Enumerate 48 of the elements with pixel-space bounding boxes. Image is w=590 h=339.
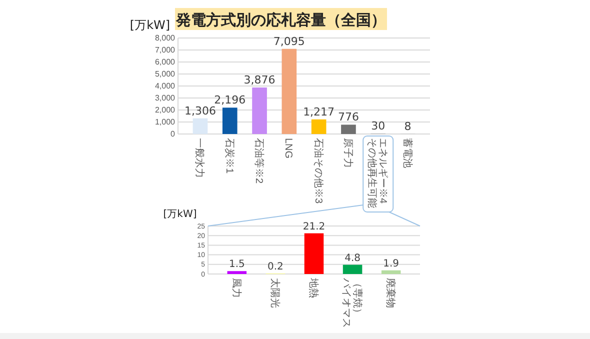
bar (341, 124, 356, 134)
data-label: 30 (371, 120, 386, 133)
bar (227, 271, 247, 274)
data-label: 776 (338, 110, 359, 124)
data-label: 3,876 (244, 73, 276, 86)
x-tick-label: 地熱 (308, 277, 320, 298)
y-tick-label: 2,000 (154, 106, 176, 115)
bar (304, 233, 324, 274)
data-label: 1.9 (383, 258, 400, 270)
y-axis-title: [万kW] (130, 18, 170, 32)
data-label: 1.5 (228, 259, 245, 270)
y-tick-label: 4,000 (154, 82, 176, 91)
data-label: 0.2 (268, 262, 284, 273)
data-label: 21.2 (302, 221, 326, 232)
x-tick-label: 一般水力 (194, 138, 206, 178)
x-tick-label: 石油その他※3 (312, 138, 324, 204)
bar (282, 48, 297, 134)
y-tick-label: 0 (170, 130, 176, 139)
y-tick-label: 7,000 (154, 46, 176, 55)
data-label: 1,217 (303, 105, 335, 118)
x-tick-label: 廃棄物 (384, 278, 397, 308)
y-tick-label: 8,000 (154, 34, 176, 43)
data-label: 7,095 (273, 34, 305, 48)
bar (192, 118, 208, 134)
bar (381, 270, 401, 274)
x-tick-label: LNG (282, 138, 294, 159)
x-tick-label: 風力 (230, 278, 242, 298)
bar (311, 119, 326, 134)
y-tick-label: 1,000 (154, 118, 176, 127)
bar (222, 108, 238, 134)
bar (252, 87, 267, 134)
data-label: 2,196 (214, 94, 246, 107)
y-tick-label: 3,000 (154, 94, 176, 103)
y-tick-label: 5,000 (154, 70, 176, 79)
x-tick-label: 原子力 (342, 138, 354, 168)
data-label: 1,306 (184, 104, 216, 118)
x-tick-label: 石炭※1 (223, 138, 236, 174)
chart-title: 発電方式別の応札容量（全国） (175, 11, 386, 29)
x-tick-label: 蓄電池 (401, 138, 414, 168)
x-tick-label: 太陽光 (268, 278, 281, 308)
x-tick-label: その他再生可能エネルギー※4 (366, 138, 390, 208)
y-tick-label: 6,000 (154, 58, 176, 67)
data-label: 4.8 (344, 252, 360, 264)
y-axis-title: [万kW] (163, 209, 197, 220)
x-tick-label: 石油等※2 (253, 138, 266, 184)
bar (342, 264, 362, 274)
data-label: 8 (404, 120, 412, 133)
x-tick-label: バイオマス（専焼） (340, 277, 364, 328)
